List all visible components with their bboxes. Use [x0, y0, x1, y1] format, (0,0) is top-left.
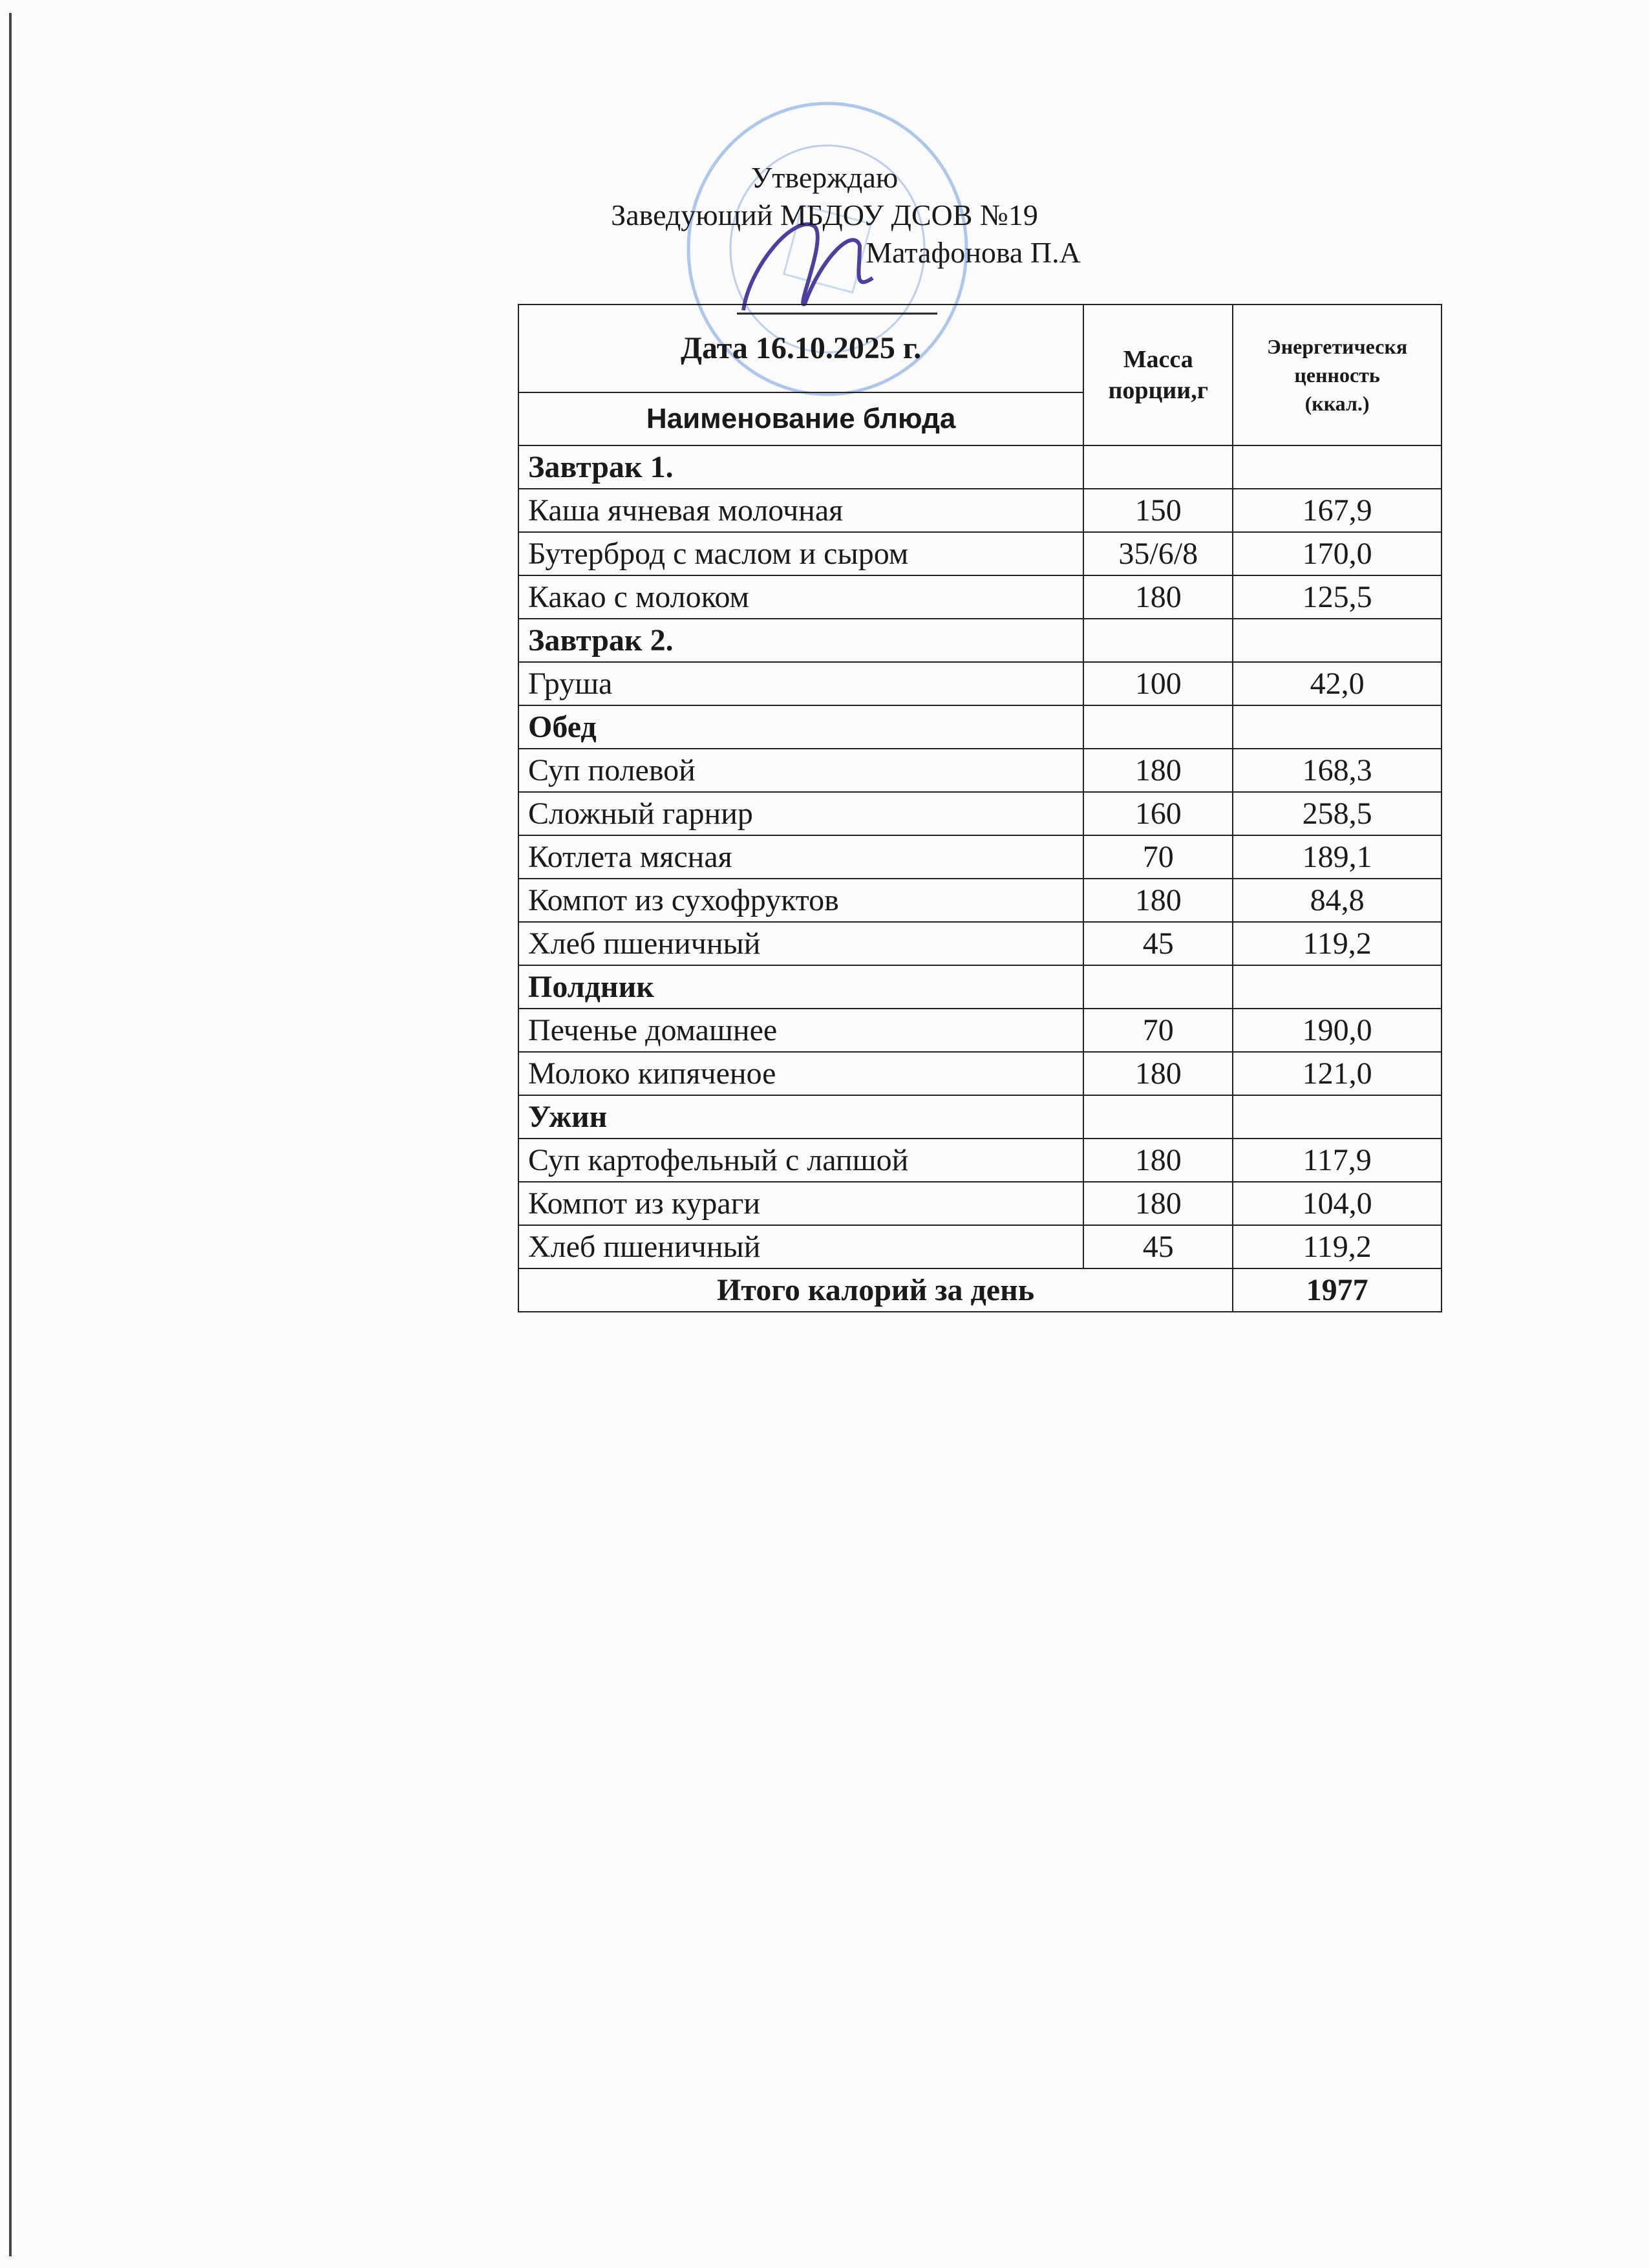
- dish-name: Сложный гарнир: [517, 791, 1085, 836]
- dish-name: Бутерброд с маслом и сыром: [517, 531, 1085, 576]
- energy-value: 190,0: [1232, 1008, 1442, 1053]
- dish-row: Котлета мясная 70 189,1: [517, 835, 1442, 879]
- dish-name: Хлеб пшеничный: [517, 1225, 1085, 1269]
- energy-value: 117,9: [1232, 1138, 1442, 1182]
- energy-header-line3: (ккал.): [1304, 392, 1370, 415]
- dish-row: Бутерброд с маслом и сыром 35/6/8 170,0: [517, 531, 1442, 576]
- dish-row: Компот из сухофруктов 180 84,8: [517, 878, 1442, 923]
- portion-mass: 180: [1083, 878, 1234, 923]
- dish-name: Молоко кипяченое: [517, 1051, 1085, 1096]
- dish-row: Печенье домашнее 70 190,0: [517, 1008, 1442, 1053]
- dish-name: Суп картофельный с лапшой: [517, 1138, 1085, 1182]
- energy-value: [1232, 445, 1442, 489]
- dish-name: Ужин: [517, 1095, 1085, 1139]
- meal-section-row: Полдник: [517, 965, 1442, 1009]
- portion-mass: 160: [1083, 791, 1234, 836]
- portion-mass: [1083, 618, 1234, 663]
- total-value: 1977: [1232, 1268, 1442, 1312]
- dish-name: Какао с молоком: [517, 575, 1085, 619]
- portion-mass: 35/6/8: [1083, 531, 1234, 576]
- dish-row: Суп картофельный с лапшой 180 117,9: [517, 1138, 1442, 1182]
- menu-table: Дата 16.10.2025 г. Масса порции,г Энерге…: [517, 304, 1442, 1312]
- approval-position: Заведующий МБДОУ ДСОВ №19: [611, 198, 1038, 231]
- energy-value: 121,0: [1232, 1051, 1442, 1096]
- energy-value: 119,2: [1232, 1225, 1442, 1269]
- dish-name: Компот из кураги: [517, 1181, 1085, 1226]
- energy-value: 167,9: [1232, 488, 1442, 533]
- dish-name: Хлеб пшеничный: [517, 921, 1085, 966]
- dish-name: Завтрак 2.: [517, 618, 1085, 663]
- portion-mass: 100: [1083, 661, 1234, 706]
- energy-value: [1232, 705, 1442, 749]
- portion-mass: [1083, 705, 1234, 749]
- energy-value: [1232, 618, 1442, 663]
- dish-row: Компот из кураги 180 104,0: [517, 1181, 1442, 1226]
- portion-mass: 180: [1083, 1138, 1234, 1182]
- approval-signatory: Матафонова П.А: [866, 236, 1081, 269]
- energy-header-line1: Энергетическя: [1267, 335, 1408, 358]
- portion-mass: 70: [1083, 1008, 1234, 1053]
- energy-value: 125,5: [1232, 575, 1442, 619]
- portion-mass: 45: [1083, 1225, 1234, 1269]
- dish-row: Суп полевой 180 168,3: [517, 748, 1442, 793]
- energy-value: 170,0: [1232, 531, 1442, 576]
- energy-value: 104,0: [1232, 1181, 1442, 1226]
- total-row: Итого калорий за день 1977: [517, 1268, 1442, 1312]
- meal-section-row: Завтрак 1.: [517, 445, 1442, 489]
- dish-row: Хлеб пшеничный 45 119,2: [517, 921, 1442, 966]
- dish-row: Каша ячневая молочная 150 167,9: [517, 488, 1442, 533]
- dish-row: Сложный гарнир 160 258,5: [517, 791, 1442, 836]
- energy-header-line2: ценность: [1294, 363, 1380, 387]
- energy-value: 84,8: [1232, 878, 1442, 923]
- portion-mass: 45: [1083, 921, 1234, 966]
- energy-value: [1232, 965, 1442, 1009]
- portion-mass: [1083, 1095, 1234, 1139]
- energy-header: Энергетическя ценность (ккал.): [1232, 304, 1442, 446]
- portion-mass: 180: [1083, 1181, 1234, 1226]
- dish-row: Груша 100 42,0: [517, 661, 1442, 706]
- dish-row: Какао с молоком 180 125,5: [517, 575, 1442, 619]
- portion-mass: [1083, 965, 1234, 1009]
- meal-section-row: Ужин: [517, 1095, 1442, 1139]
- dish-name: Обед: [517, 705, 1085, 749]
- scan-edge: [9, 13, 12, 2256]
- portion-mass: 150: [1083, 488, 1234, 533]
- dish-name: Компот из сухофруктов: [517, 878, 1085, 923]
- dish-name-header: Наименование блюда: [517, 392, 1085, 446]
- dish-row: Хлеб пшеничный 45 119,2: [517, 1225, 1442, 1269]
- energy-value: 258,5: [1232, 791, 1442, 836]
- dish-name: Котлета мясная: [517, 835, 1085, 879]
- total-label: Итого калорий за день: [517, 1268, 1234, 1312]
- energy-value: [1232, 1095, 1442, 1139]
- energy-value: 42,0: [1232, 661, 1442, 706]
- portion-mass: 180: [1083, 575, 1234, 619]
- dish-name: Груша: [517, 661, 1085, 706]
- meal-section-row: Завтрак 2.: [517, 618, 1442, 663]
- energy-value: 189,1: [1232, 835, 1442, 879]
- portion-mass: 180: [1083, 748, 1234, 793]
- dish-name: Полдник: [517, 965, 1085, 1009]
- dish-name: Печенье домашнее: [517, 1008, 1085, 1053]
- dish-name: Завтрак 1.: [517, 445, 1085, 489]
- approval-title: Утверждаю: [750, 161, 899, 194]
- portion-mass: 70: [1083, 835, 1234, 879]
- meal-section-row: Обед: [517, 705, 1442, 749]
- dish-row: Молоко кипяченое 180 121,0: [517, 1051, 1442, 1096]
- portion-mass: 180: [1083, 1051, 1234, 1096]
- energy-value: 168,3: [1232, 748, 1442, 793]
- mass-header: Масса порции,г: [1083, 304, 1234, 446]
- portion-mass: [1083, 445, 1234, 489]
- dish-name: Суп полевой: [517, 748, 1085, 793]
- date-header: Дата 16.10.2025 г.: [517, 304, 1085, 393]
- energy-value: 119,2: [1232, 921, 1442, 966]
- dish-name: Каша ячневая молочная: [517, 488, 1085, 533]
